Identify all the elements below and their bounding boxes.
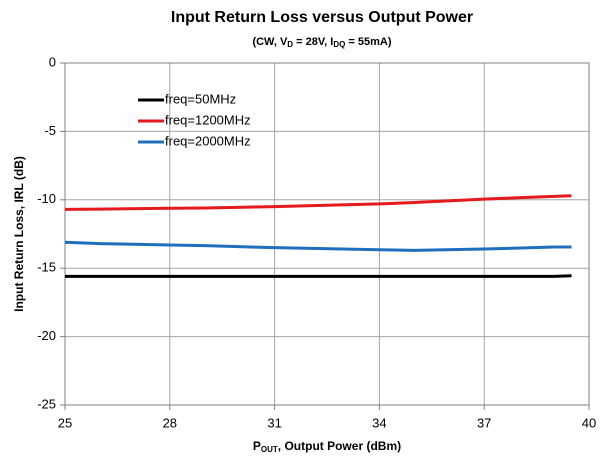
subtitle-subscript: DQ [333, 40, 345, 49]
x-tick-label: 25 [58, 415, 72, 430]
series-line [65, 274, 572, 278]
x-tick-label: 40 [582, 415, 596, 430]
x-tick-label: 34 [372, 415, 386, 430]
subtitle-subscript: D [287, 40, 293, 49]
chart-subtitle: (CW, VD = 28V, IDQ = 55mA) [252, 36, 391, 49]
plot-frame [64, 62, 590, 406]
y-axis-label: Input Return Loss, IRL (dB) [12, 156, 26, 312]
y-tick-label: -20 [37, 328, 56, 343]
x-axis-label: POUT, Output Power (dBm) [253, 439, 401, 454]
y-tick-label: -5 [44, 123, 56, 138]
x-tick-label: 37 [477, 415, 491, 430]
legend-label: freq=1200MHz [165, 112, 251, 127]
x-label-part: , Output Power (dBm) [278, 439, 401, 453]
chart-title: Input Return Loss versus Output Power [171, 9, 473, 26]
x-tick-label: 31 [267, 415, 281, 430]
y-tick-label: -10 [37, 191, 56, 206]
series-line [64, 194, 572, 211]
series-line [64, 240, 572, 252]
legend-label: freq=50MHz [165, 91, 236, 106]
x-label-part: P [253, 439, 261, 453]
subtitle-part: = 28V, I [293, 36, 333, 48]
x-label-subscript: OUT [261, 445, 278, 454]
y-tick-label: 0 [49, 54, 56, 69]
x-tick-label: 28 [163, 415, 177, 430]
legend-label: freq=2000MHz [165, 133, 251, 148]
subtitle-part: = 55mA) [345, 36, 391, 48]
subtitle-part: (CW, V [252, 36, 287, 48]
y-tick-label: -25 [37, 396, 56, 411]
y-tick-label: -15 [37, 260, 56, 275]
